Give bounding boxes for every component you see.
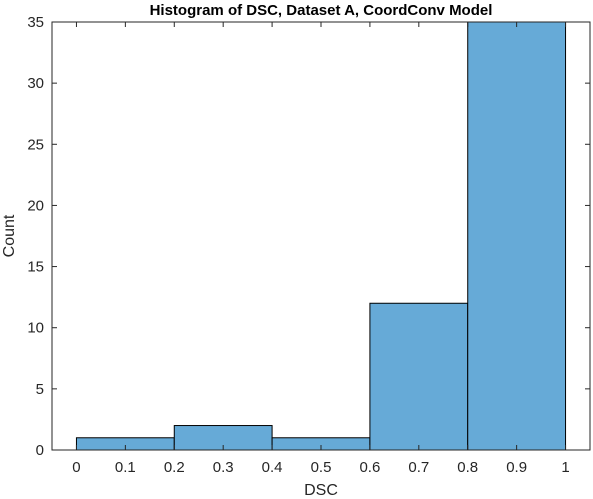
x-axis-label: DSC: [304, 482, 338, 499]
y-axis-label: Count: [1, 214, 18, 257]
plot-frame: [51, 21, 591, 451]
y-tick-label: 30: [27, 75, 44, 92]
x-tick-label: 0.8: [457, 459, 478, 476]
y-tick-label: 20: [27, 197, 44, 214]
x-tick-label: 0.9: [506, 459, 527, 476]
y-tick-label: 15: [27, 259, 44, 276]
x-tick-label: 0.7: [408, 459, 429, 476]
y-tick-label: 5: [36, 381, 44, 398]
x-tick-label: 0.2: [164, 459, 185, 476]
x-tick-label: 0.5: [311, 459, 332, 476]
y-tick-label: 10: [27, 320, 44, 337]
y-tick-label: 0: [36, 442, 44, 459]
x-tick-label: 0.4: [262, 459, 283, 476]
x-tick-label: 0: [72, 459, 80, 476]
chart-title: Histogram of DSC, Dataset A, CoordConv M…: [150, 2, 493, 19]
x-tick-label: 1: [561, 459, 569, 476]
x-tick-label: 0.1: [115, 459, 136, 476]
y-axis-ticks: 0 5 10 15 20 25 30 35: [27, 14, 590, 459]
y-tick-label: 35: [27, 14, 44, 31]
y-tick-label: 25: [27, 136, 44, 153]
bars: [75, 21, 567, 451]
x-tick-label: 0.6: [359, 459, 380, 476]
histogram-bar: [369, 302, 469, 451]
x-tick-label: 0.3: [213, 459, 234, 476]
histogram-bar: [467, 21, 567, 451]
x-axis-ticks: 0 0.1 0.2 0.3 0.4 0.5 0.6 0.7 0.8 0.9 1: [72, 22, 570, 476]
